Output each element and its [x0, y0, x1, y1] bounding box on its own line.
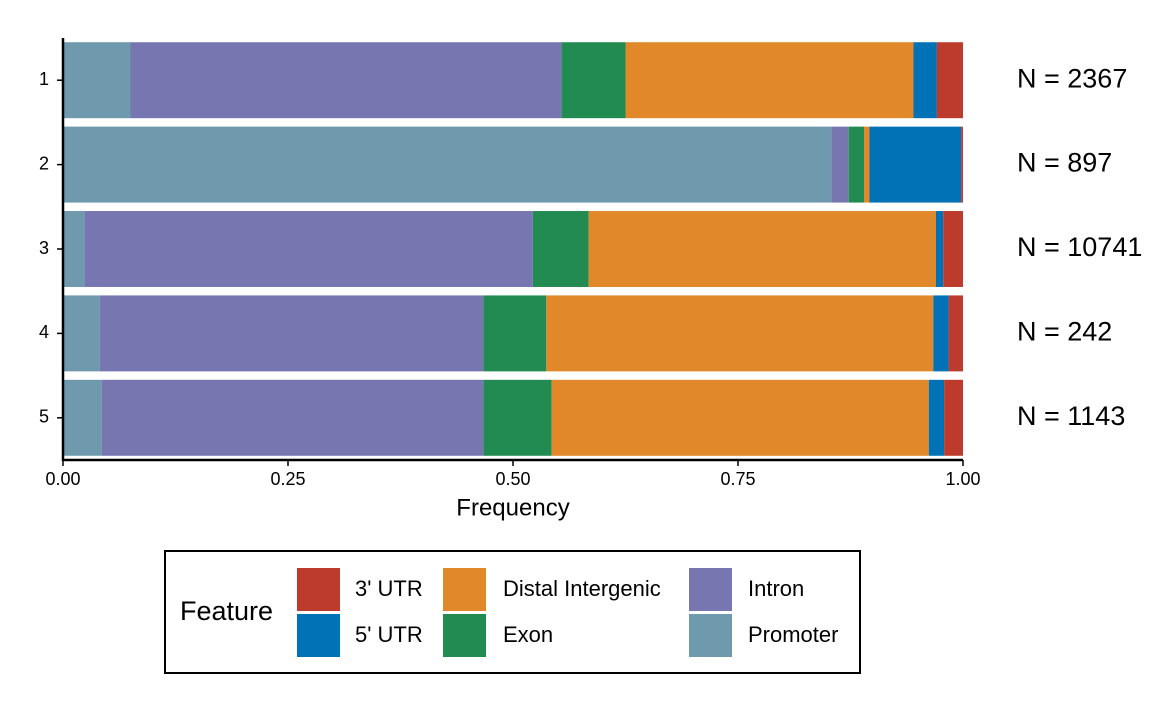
bar-segment	[63, 379, 102, 456]
legend-box	[164, 550, 861, 674]
bar-segment	[63, 211, 85, 287]
legend-label: Intron	[748, 576, 804, 601]
legend-label: Promoter	[748, 622, 838, 647]
bar-segment	[546, 295, 934, 372]
legend-label: 3' UTR	[355, 576, 423, 601]
y-tick-label: 4	[39, 322, 49, 342]
legend-swatch	[689, 568, 732, 611]
bar-segment	[928, 379, 945, 456]
bar-segment	[936, 42, 963, 119]
bar-segment	[948, 295, 963, 372]
x-tick-label: 0.25	[270, 469, 305, 489]
bar-segment	[831, 126, 849, 203]
annotation: N = 1143	[1017, 401, 1125, 431]
bar-segment	[532, 211, 589, 287]
bar-segment	[625, 42, 914, 119]
x-axis-label: Frequency	[456, 494, 569, 521]
bar-segment	[101, 379, 484, 456]
legend-swatch	[689, 614, 732, 657]
bar-segment	[99, 295, 484, 372]
legend-swatch	[443, 614, 486, 657]
x-tick-label: 0.00	[45, 469, 80, 489]
bar-segment	[864, 126, 870, 203]
annotation: N = 242	[1017, 317, 1112, 347]
legend-label: Distal Intergenic	[503, 576, 661, 601]
legend-swatch	[297, 614, 340, 657]
bar-segment	[869, 126, 962, 203]
legend-swatch	[443, 568, 486, 611]
bar-segment	[63, 126, 832, 203]
legend-label: Exon	[503, 622, 553, 647]
bar-segment	[933, 295, 949, 372]
bar-segment	[483, 379, 552, 456]
bar-segment	[561, 42, 626, 119]
y-tick-label: 5	[39, 407, 49, 427]
bar-segment	[130, 42, 562, 119]
bar-segment	[84, 211, 533, 287]
legend-title: Feature	[180, 596, 273, 626]
y-tick-label: 3	[39, 238, 49, 258]
bar-segment	[913, 42, 937, 119]
x-tick-label: 0.75	[720, 469, 755, 489]
bar-segment	[936, 211, 944, 287]
legend-swatch	[297, 568, 340, 611]
bar-segment	[944, 379, 963, 456]
bar-segment	[63, 295, 100, 372]
bar-segment	[588, 211, 936, 287]
y-tick-label: 2	[39, 153, 49, 173]
bar-segment	[848, 126, 864, 203]
bar-segment	[63, 42, 131, 119]
annotation: N = 10741	[1017, 232, 1142, 262]
x-tick-label: 1.00	[945, 469, 980, 489]
annotation: N = 2367	[1017, 63, 1127, 93]
bar-segment	[483, 295, 547, 372]
annotation: N = 897	[1017, 148, 1112, 178]
bar-segment	[961, 126, 963, 203]
bar-segment	[551, 379, 929, 456]
y-tick-label: 1	[39, 69, 49, 89]
bar-segment	[943, 211, 963, 287]
x-tick-label: 0.50	[495, 469, 530, 489]
legend-label: 5' UTR	[355, 622, 423, 647]
